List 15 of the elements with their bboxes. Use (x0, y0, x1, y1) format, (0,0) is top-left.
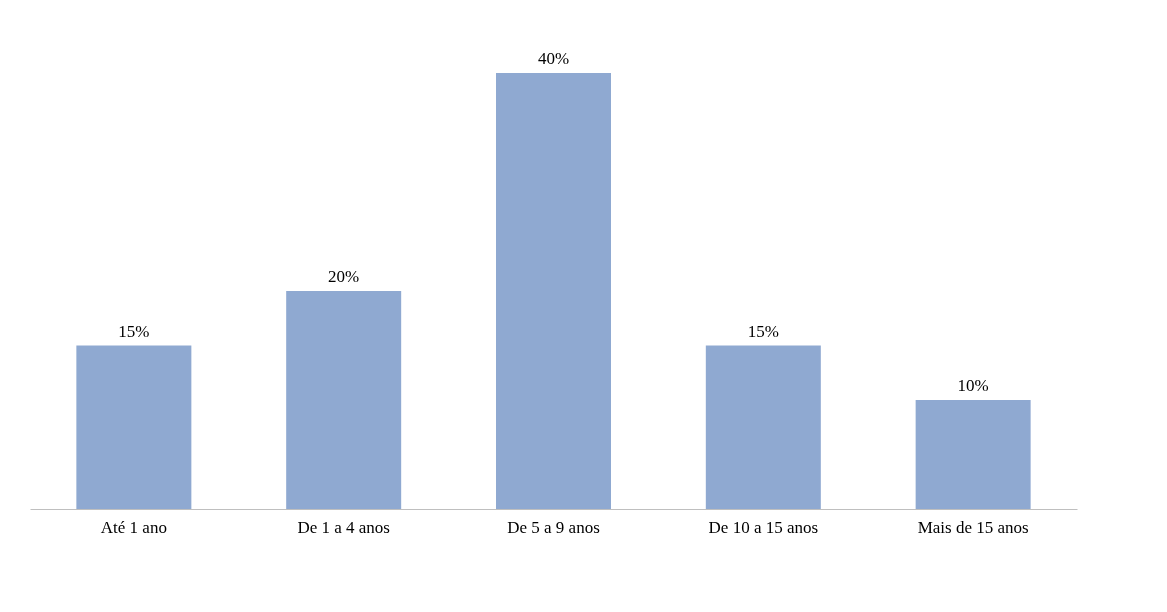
x-tick-label: De 10 a 15 anos (708, 517, 819, 537)
bar (496, 73, 611, 509)
data-label: 20% (328, 267, 360, 286)
bar (76, 345, 192, 509)
data-label: 15% (118, 321, 150, 341)
data-label: 10% (957, 376, 989, 395)
bar (286, 291, 402, 509)
data-label: 15% (747, 321, 779, 341)
x-tick-label: De 1 a 4 anos (297, 517, 390, 537)
bar (705, 345, 821, 509)
x-tick-label: De 5 a 9 anos (507, 517, 600, 537)
data-label: 40% (537, 49, 570, 68)
x-tick-label: Mais de 15 anos (917, 517, 1029, 537)
bar (915, 400, 1031, 509)
x-tick-label: Até 1 ano (100, 517, 167, 537)
